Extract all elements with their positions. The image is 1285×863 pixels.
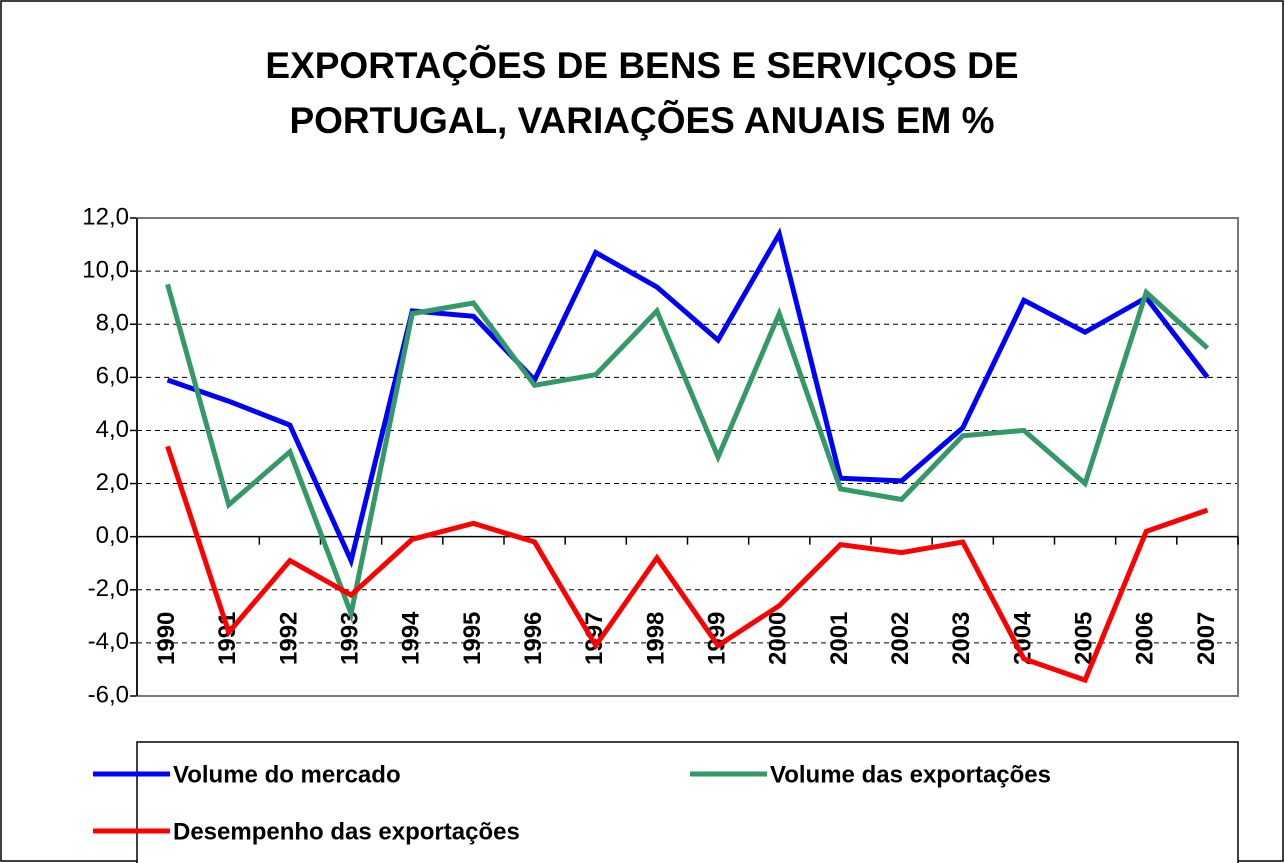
x-tick-label: 1992 — [275, 612, 302, 665]
x-tick-label: 1997 — [581, 612, 608, 665]
legend-label: Desempenho das exportações — [173, 818, 520, 845]
x-tick-label: 1994 — [398, 611, 425, 665]
y-tick-label: -6,0 — [88, 681, 129, 708]
y-tick-label: 6,0 — [96, 363, 129, 390]
x-tick-label: 1993 — [336, 612, 363, 665]
y-tick-label: 0,0 — [96, 522, 129, 549]
x-tick-label: 1990 — [153, 612, 180, 665]
legend-label: Volume das exportações — [770, 761, 1051, 788]
x-tick-label: 1995 — [459, 612, 486, 665]
x-tick-label: 2001 — [826, 612, 853, 665]
y-tick-label: 4,0 — [96, 416, 129, 443]
x-tick-label: 2002 — [887, 612, 914, 665]
series-line — [165, 445, 1209, 684]
x-tick-label: 2007 — [1193, 612, 1220, 665]
y-tick-label: -2,0 — [88, 575, 129, 602]
y-tick-label: 2,0 — [96, 469, 129, 496]
x-tick-label: 2006 — [1132, 612, 1159, 665]
y-tick-label: 10,0 — [82, 256, 129, 283]
legend-box — [136, 741, 1239, 863]
series-line — [166, 227, 1210, 569]
y-tick-label: 8,0 — [96, 310, 129, 337]
chart-title: EXPORTAÇÕES DE BENS E SERVIÇOS DE PORTUG… — [265, 45, 1019, 141]
y-tick-label: 12,0 — [82, 203, 129, 230]
x-tick-label: 1998 — [642, 612, 669, 665]
legend-label: Volume do mercado — [173, 761, 401, 788]
x-tick-label: 2003 — [948, 612, 975, 665]
x-tick-label: 1996 — [520, 612, 547, 665]
x-tick-label: 2000 — [765, 612, 792, 665]
y-tick-label: -4,0 — [88, 628, 129, 655]
